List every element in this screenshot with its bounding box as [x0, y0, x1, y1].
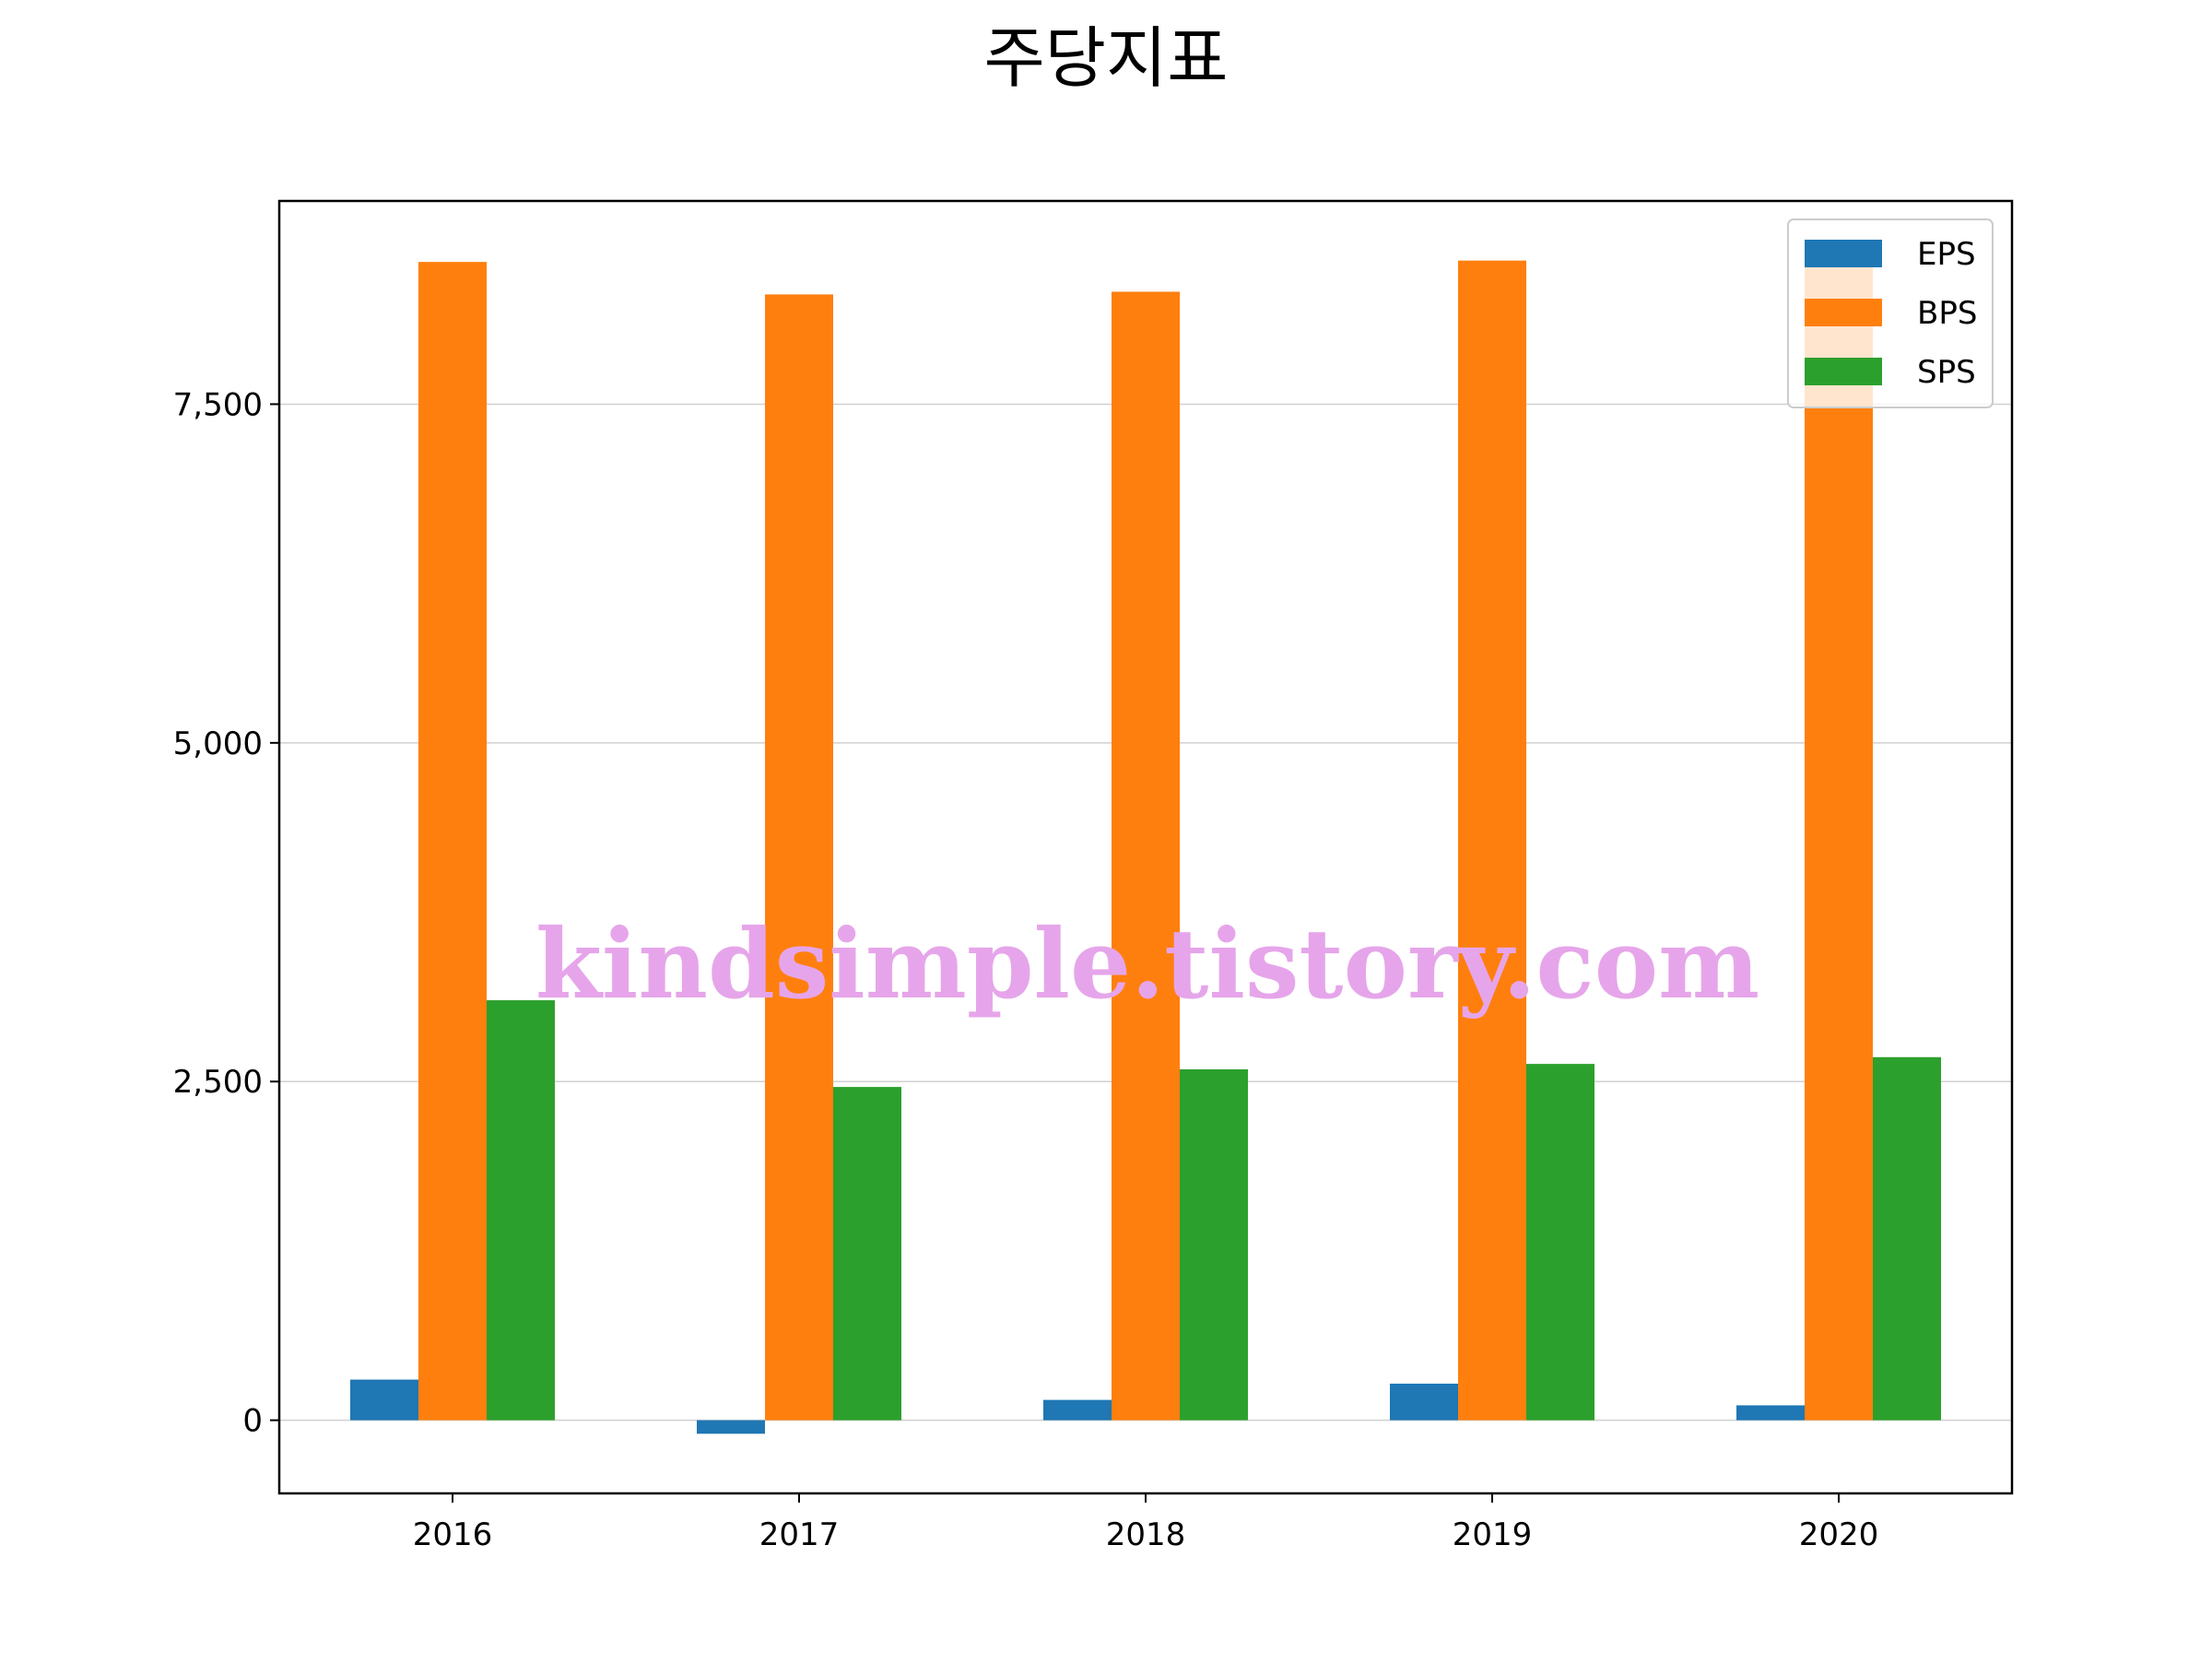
bars [350, 260, 1941, 1434]
y-tick-label: 7,500 [173, 386, 263, 423]
legend-swatch-eps [1805, 240, 1882, 267]
bar-bps-2017 [765, 294, 833, 1421]
bar-eps-2017 [697, 1420, 765, 1434]
legend-label-eps: EPS [1917, 236, 1976, 273]
bar-eps-2019 [1390, 1383, 1458, 1421]
bar-sps-2019 [1526, 1064, 1594, 1421]
bar-bps-2018 [1112, 291, 1180, 1421]
watermark-text: kindsimple.tistory.com [535, 907, 1759, 1020]
bar-sps-2017 [833, 1087, 901, 1421]
x-tick-label: 2017 [759, 1516, 840, 1553]
legend-swatch-sps [1805, 358, 1882, 385]
bar-eps-2018 [1043, 1399, 1112, 1421]
bar-eps-2016 [350, 1379, 418, 1421]
chart-title: 주당지표 [984, 19, 1229, 97]
bar-bps-2019 [1458, 260, 1526, 1421]
bar-sps-2018 [1180, 1069, 1248, 1421]
x-tick-label: 2020 [1799, 1516, 1879, 1553]
legend: EPS BPS SPS [1787, 218, 1994, 408]
legend-swatch-bps [1805, 299, 1882, 326]
bar-sps-2020 [1873, 1056, 1941, 1421]
x-axis: 2016 2017 2018 2019 2020 [413, 1493, 1879, 1553]
bar-bps-2016 [418, 262, 487, 1421]
legend-label-bps: BPS [1917, 295, 1977, 332]
y-axis: 0 2,500 5,000 7,500 [173, 386, 279, 1440]
bar-eps-2020 [1736, 1405, 1805, 1421]
bar-sps-2016 [487, 1000, 555, 1421]
legend-label-sps: SPS [1917, 354, 1976, 391]
y-tick-label: 5,000 [173, 725, 263, 762]
x-tick-label: 2018 [1106, 1516, 1186, 1553]
y-tick-label: 2,500 [173, 1064, 263, 1101]
x-tick-label: 2016 [413, 1516, 493, 1553]
bar-bps-2020 [1805, 262, 1873, 1421]
y-tick-label: 0 [242, 1403, 263, 1440]
x-tick-label: 2019 [1453, 1516, 1533, 1553]
